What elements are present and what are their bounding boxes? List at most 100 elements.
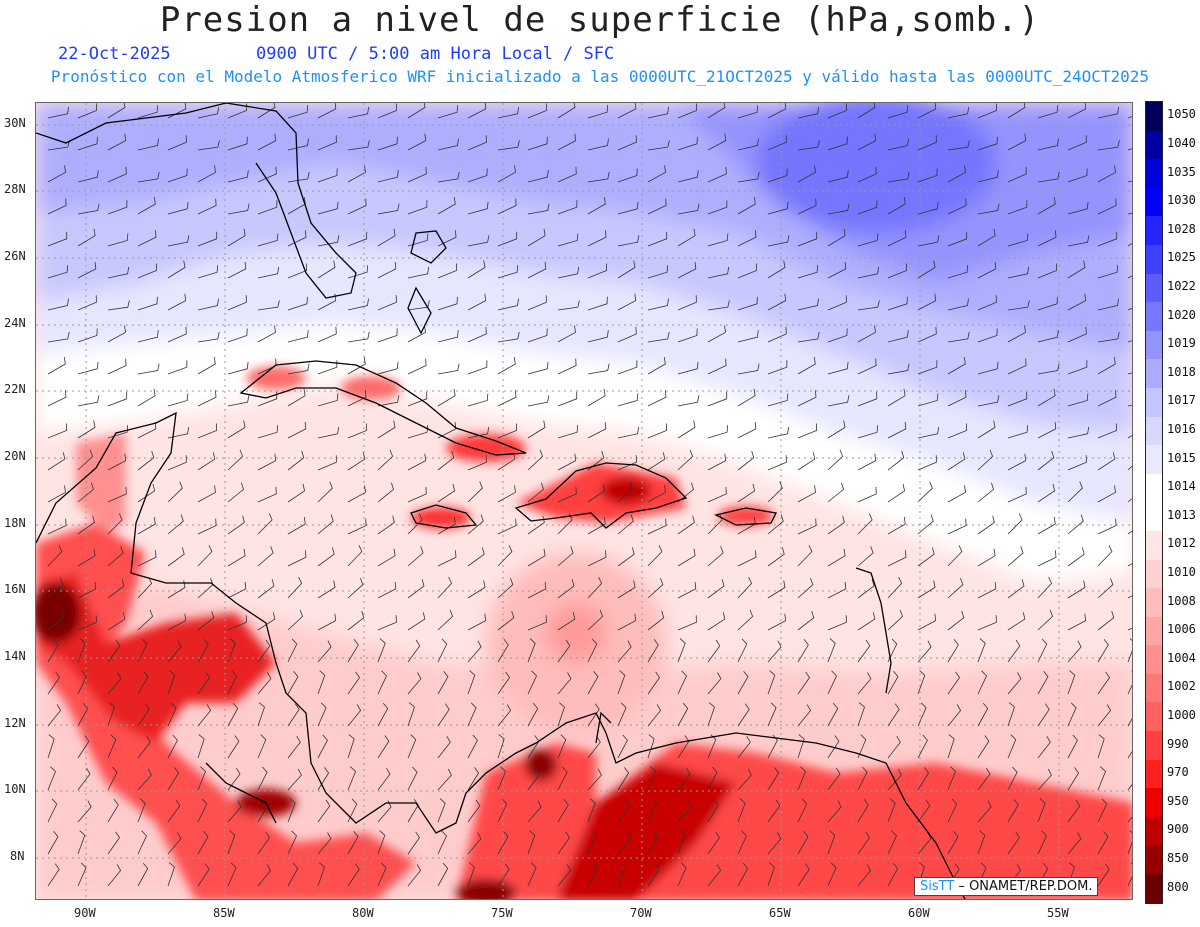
wind-barb: [467, 135, 487, 151]
wind-barb: [77, 395, 100, 407]
wind-barb: [437, 609, 454, 631]
wind-barb: [437, 263, 457, 279]
wind-barb: [1097, 577, 1114, 599]
wind-barb: [1067, 799, 1081, 823]
wind-barb: [137, 517, 156, 535]
wind-barb: [797, 766, 806, 791]
wind-barb: [797, 704, 812, 727]
wind-barb: [857, 325, 876, 343]
map-title: Presion a nivel de superficie (hPa,somb.…: [159, 0, 1041, 40]
wind-barb: [437, 638, 448, 663]
wind-barb: [347, 423, 367, 439]
wind-barb: [557, 486, 577, 503]
wind-barb: [797, 734, 805, 759]
wind-barb: [137, 862, 149, 887]
wind-barb: [77, 515, 95, 535]
wind-barb: [407, 864, 422, 887]
wind-barb: [347, 766, 356, 791]
wind-barb: [77, 548, 96, 567]
wind-barb: [197, 452, 216, 471]
wind-barb: [677, 702, 689, 727]
legend-label: 850: [1167, 851, 1189, 866]
wind-barb: [1007, 358, 1027, 375]
wind-barb: [917, 393, 939, 407]
wind-barb: [827, 767, 841, 791]
wind-barb: [587, 483, 606, 503]
wind-barb: [917, 235, 940, 247]
wind-barb: [887, 638, 898, 663]
wind-barb: [857, 513, 873, 535]
wind-barb: [317, 862, 325, 887]
wind-barb: [497, 545, 513, 567]
wind-barb: [287, 138, 309, 151]
wind-barb: [317, 670, 326, 695]
wind-barb: [557, 702, 565, 727]
legend-swatch: [1146, 387, 1162, 417]
wind-barb: [527, 670, 537, 695]
wind-barb: [137, 670, 149, 695]
wind-barb: [107, 453, 127, 471]
wind-barb: [227, 361, 249, 375]
wind-barb: [887, 670, 899, 695]
wind-barb: [947, 423, 967, 439]
wind-barb: [407, 672, 422, 695]
legend-swatch: [1146, 759, 1162, 789]
wind-barb: [587, 638, 598, 663]
wind-barb: [287, 230, 307, 247]
wind-barb: [617, 670, 626, 695]
wind-barb: [857, 639, 871, 663]
wind-barb: [197, 545, 213, 567]
wind-barb: [947, 106, 970, 119]
wind-barb: [407, 391, 428, 407]
wind-barb: [827, 670, 837, 695]
wind-barb: [47, 518, 67, 535]
wind-barb: [347, 545, 363, 567]
wind-barb: [887, 171, 910, 183]
wind-barb: [137, 105, 158, 119]
wind-barb: [527, 420, 546, 439]
wind-barb: [467, 670, 476, 695]
wind-barb: [677, 830, 686, 855]
wind-barb: [1037, 670, 1049, 695]
lat-label: 10N: [4, 782, 26, 796]
wind-barb: [1067, 832, 1082, 855]
legend-label: 1017: [1167, 393, 1196, 408]
wind-barb: [947, 639, 959, 663]
credit-text: – ONAMET/REP.DOM.: [958, 879, 1093, 894]
wind-barb: [407, 425, 428, 439]
wind-barb: [497, 231, 518, 247]
wind-barb: [707, 103, 726, 119]
wind-barb: [617, 580, 636, 599]
wind-barb: [1037, 230, 1057, 247]
wind-barb: [407, 766, 418, 791]
wind-barb: [1037, 363, 1060, 375]
wind-barb: [197, 798, 208, 823]
wind-barb: [737, 230, 757, 247]
lon-label: 55W: [1047, 906, 1069, 920]
wind-barb: [527, 449, 544, 471]
wind-barb: [1007, 200, 1028, 215]
wind-barb: [677, 261, 697, 279]
wind-barb: [557, 579, 575, 599]
wind-barb: [887, 768, 902, 791]
wind-barb: [107, 513, 123, 535]
wind-barb: [137, 550, 157, 567]
wind-barb: [947, 610, 965, 631]
wind-barb: [197, 863, 210, 887]
wind-barb: [227, 800, 242, 823]
wind-barb: [227, 767, 241, 791]
wind-barb: [947, 518, 967, 535]
wind-barb: [77, 328, 98, 343]
lat-label: 22N: [4, 382, 26, 396]
wind-barb: [377, 103, 397, 119]
wind-barb: [1007, 734, 1017, 759]
wind-barb: [287, 330, 309, 343]
wind-barb: [437, 388, 456, 407]
wind-barb: [947, 298, 969, 311]
wind-barb: [77, 170, 99, 183]
wind-barb: [617, 103, 637, 119]
wind-barb: [917, 734, 928, 759]
wind-barb: [497, 577, 514, 599]
wind-barb: [527, 136, 548, 151]
wind-barb: [827, 615, 847, 631]
